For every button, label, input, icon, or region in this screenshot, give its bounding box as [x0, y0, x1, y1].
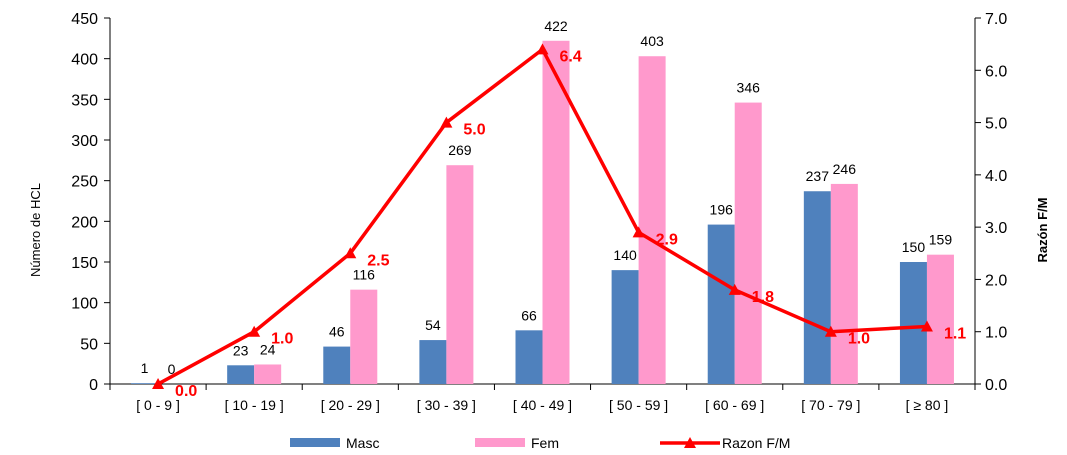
- bar-masc: [803, 191, 831, 384]
- data-label-ratio: 2.5: [367, 252, 389, 269]
- y-tick-label: 350: [71, 92, 98, 109]
- bar-fem: [254, 364, 282, 384]
- y-tick-label: 250: [71, 174, 98, 191]
- y2-tick-label: 2.0: [985, 272, 1007, 289]
- x-tick-label: [ 10 - 19 ]: [225, 397, 284, 413]
- legend-swatch-masc: [290, 438, 340, 447]
- data-label-masc: 140: [613, 247, 637, 263]
- y-tick-label: 450: [71, 11, 98, 28]
- data-label-ratio: 1.8: [752, 289, 774, 306]
- x-tick-label: [ 40 - 49 ]: [513, 397, 572, 413]
- x-tick-label: [ 50 - 59 ]: [609, 397, 668, 413]
- data-label-fem: 269: [448, 142, 472, 158]
- data-label-masc: 54: [425, 317, 441, 333]
- y2-tick-label: 6.0: [985, 63, 1007, 80]
- data-labels: 1 0 23 24 46 116 54 269 66 422 140 403 196 346 237 246 1…: [141, 18, 953, 377]
- bars: [131, 40, 954, 385]
- data-label-fem: 246: [833, 161, 857, 177]
- bar-fem: [446, 165, 474, 384]
- data-label-fem: 346: [737, 80, 761, 96]
- y-axis-title: Número de HCL: [28, 183, 43, 277]
- bar-masc: [131, 383, 159, 384]
- ratio-marker: [920, 320, 933, 332]
- ratio-marker: [728, 283, 741, 295]
- ratio-marker: [248, 325, 261, 337]
- axes: 0 50 100 150 200 250 300 350 400 450 0.0 1.0 2.0 3.0 4…: [71, 11, 1007, 413]
- y2-axis-title: Razón F/M: [1035, 198, 1050, 263]
- bar-fem: [926, 254, 954, 384]
- data-label-fem: 116: [353, 267, 376, 283]
- data-label-fem: 159: [929, 232, 953, 248]
- x-tick-label: [ 30 - 39 ]: [417, 397, 476, 413]
- y2-tick-label: 7.0: [985, 11, 1007, 28]
- data-label-ratio: 2.9: [656, 231, 678, 248]
- data-label-masc: 66: [521, 307, 537, 323]
- y-tick-label: 400: [71, 52, 98, 69]
- data-label-fem: 24: [260, 341, 276, 357]
- data-label-ratio: 0.0: [175, 383, 197, 400]
- data-label-masc: 46: [329, 324, 345, 340]
- data-label-masc: 1: [141, 360, 149, 376]
- y-tick-label: 50: [80, 336, 98, 353]
- ratio-marker: [440, 116, 453, 128]
- data-label-ratio: 6.4: [560, 48, 582, 65]
- y-tick-label: 0: [89, 377, 98, 394]
- bar-masc: [515, 330, 543, 384]
- bar-masc: [419, 340, 447, 384]
- legend-label-masc: Masc: [346, 435, 379, 451]
- bar-masc: [227, 365, 255, 384]
- ratio-marker: [344, 247, 357, 259]
- bar-masc: [323, 346, 351, 384]
- legend: Masc Fem Razon F/M: [290, 435, 790, 451]
- ratio-marker: [632, 226, 645, 238]
- legend-swatch-fem: [475, 438, 525, 447]
- y2-tick-label: 0.0: [985, 377, 1007, 394]
- data-label-fem: 422: [544, 18, 568, 34]
- ratio-marker: [152, 378, 165, 389]
- y2-tick-label: 5.0: [985, 116, 1007, 133]
- bar-masc: [707, 224, 735, 384]
- data-label-masc: 150: [902, 239, 926, 255]
- ratio-line: 0.0 1.0 2.5 5.0 6.4 2.9 1.8 1.0 1.1: [152, 43, 966, 400]
- y2-tick-label: 1.0: [985, 325, 1007, 342]
- legend-label-fem: Fem: [531, 435, 559, 451]
- bar-fem: [542, 40, 570, 384]
- x-tick-label: [ 70 - 79 ]: [801, 397, 860, 413]
- bar-fem: [734, 102, 762, 384]
- data-label-ratio: 1.0: [848, 331, 870, 348]
- data-label-masc: 23: [233, 342, 249, 358]
- data-label-masc: 196: [710, 202, 734, 218]
- y-tick-label: 300: [71, 133, 98, 150]
- data-label-masc: 237: [806, 168, 830, 184]
- data-label-ratio: 1.0: [271, 331, 293, 348]
- data-label-fem: 0: [168, 361, 176, 377]
- y-tick-label: 200: [71, 214, 98, 231]
- x-tick-label: [ 20 - 29 ]: [321, 397, 380, 413]
- ratio-marker: [536, 43, 549, 55]
- y2-tick-label: 4.0: [985, 168, 1007, 185]
- y2-tick-label: 3.0: [985, 220, 1007, 237]
- y-tick-label: 100: [71, 296, 98, 313]
- bar-masc: [899, 262, 927, 384]
- legend-marker-ratio: [684, 437, 696, 448]
- bar-fem: [638, 56, 666, 385]
- x-tick-label: [ ≥ 80 ]: [906, 397, 949, 413]
- bar-fem: [350, 289, 378, 384]
- x-tick-label: [ 60 - 69 ]: [705, 397, 764, 413]
- x-tick-label: [ 0 - 9 ]: [136, 397, 180, 413]
- ratio-marker: [824, 325, 837, 337]
- bar-fem: [830, 183, 858, 384]
- data-label-ratio: 5.0: [463, 122, 485, 139]
- data-label-fem: 403: [640, 33, 664, 49]
- bar-masc: [611, 270, 639, 384]
- legend-label-ratio: Razon F/M: [722, 435, 790, 451]
- y-tick-label: 150: [71, 255, 98, 272]
- data-label-ratio: 1.1: [944, 325, 966, 342]
